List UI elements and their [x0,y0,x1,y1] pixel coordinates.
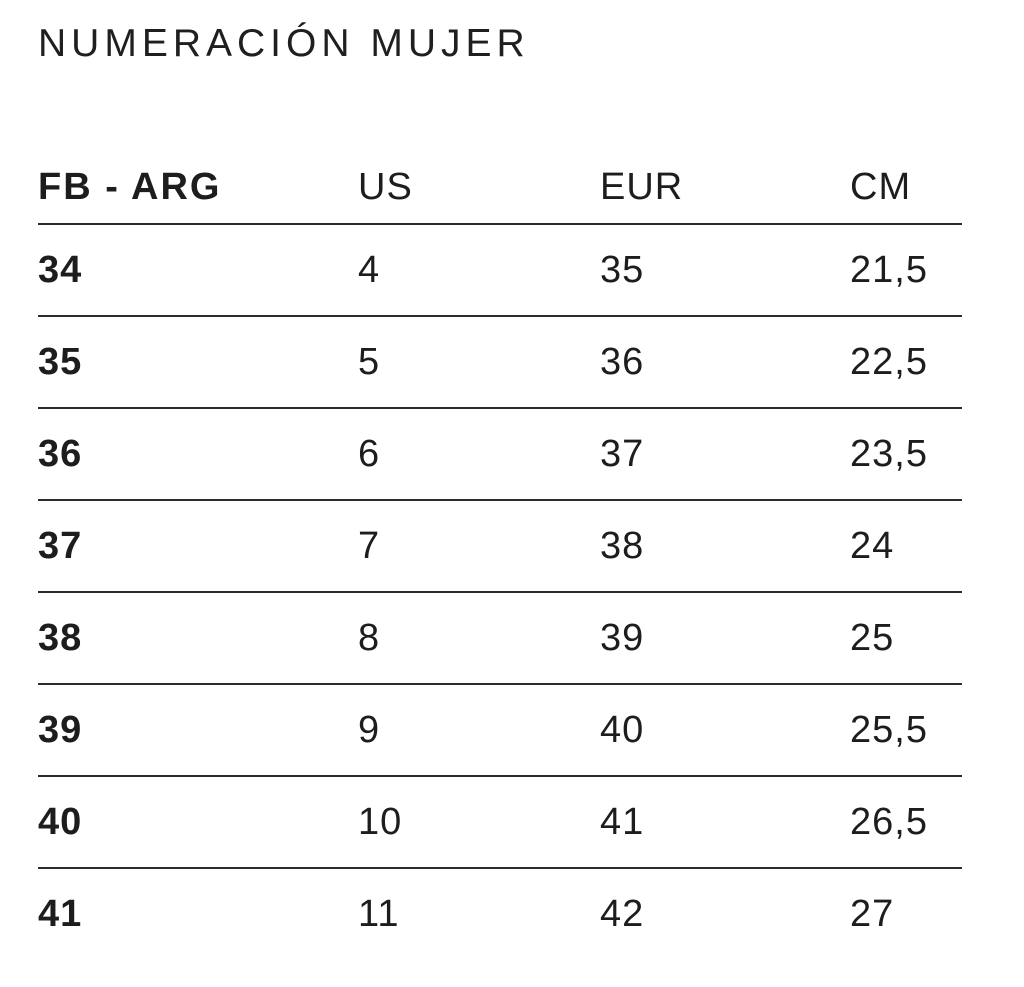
table-cell: 38 [600,524,645,567]
table-row: 37 7 38 24 [38,501,962,593]
table-cell: 23,5 [850,432,928,475]
table-cell: 22,5 [850,340,928,383]
table-cell: 8 [358,616,381,659]
column-header-cm: CM [850,166,912,208]
column-header-eur: EUR [600,166,684,208]
table-cell: 7 [358,524,381,567]
table-cell: 27 [850,892,895,935]
table-cell: 37 [38,524,83,567]
table-cell: 6 [358,432,381,475]
table-cell: 10 [358,800,403,843]
table-header-row: FB - ARG US EUR CM [38,138,962,225]
table-cell: 25,5 [850,708,928,751]
column-header-us: US [358,166,413,208]
size-table: FB - ARG US EUR CM 34 4 35 21,5 35 5 36 22,5 36 6… [38,138,962,959]
table-cell: 36 [600,340,645,383]
table-cell: 11 [358,892,400,935]
table-row: 36 6 37 23,5 [38,409,962,501]
table-cell: 39 [38,708,83,751]
table-cell: 38 [38,616,83,659]
table-cell: 26,5 [850,800,928,843]
table-row: 34 4 35 21,5 [38,225,962,317]
table-row: 40 10 41 26,5 [38,777,962,869]
table-cell: 42 [600,892,645,935]
table-cell: 4 [358,248,381,291]
table-cell: 41 [600,800,645,843]
table-cell: 34 [38,248,83,291]
table-cell: 39 [600,616,645,659]
table-cell: 36 [38,432,83,475]
table-row: 39 9 40 25,5 [38,685,962,777]
table-body: 34 4 35 21,5 35 5 36 22,5 36 6 37 23,5 37 7 38 24 38 8 39 2… [38,225,962,959]
table-cell: 37 [600,432,645,475]
table-cell: 40 [38,800,83,843]
table-cell: 5 [358,340,381,383]
table-cell: 21,5 [850,248,928,291]
table-cell: 9 [358,708,381,751]
table-cell: 24 [850,524,895,567]
table-cell: 25 [850,616,895,659]
table-row: 35 5 36 22,5 [38,317,962,409]
table-row: 41 11 42 27 [38,869,962,959]
table-cell: 40 [600,708,645,751]
table-cell: 35 [600,248,645,291]
page-title: NUMERACIÓN MUJER [38,22,530,65]
column-header-fb-arg: FB - ARG [38,166,222,208]
table-row: 38 8 39 25 [38,593,962,685]
table-cell: 41 [38,892,83,935]
table-cell: 35 [38,340,83,383]
